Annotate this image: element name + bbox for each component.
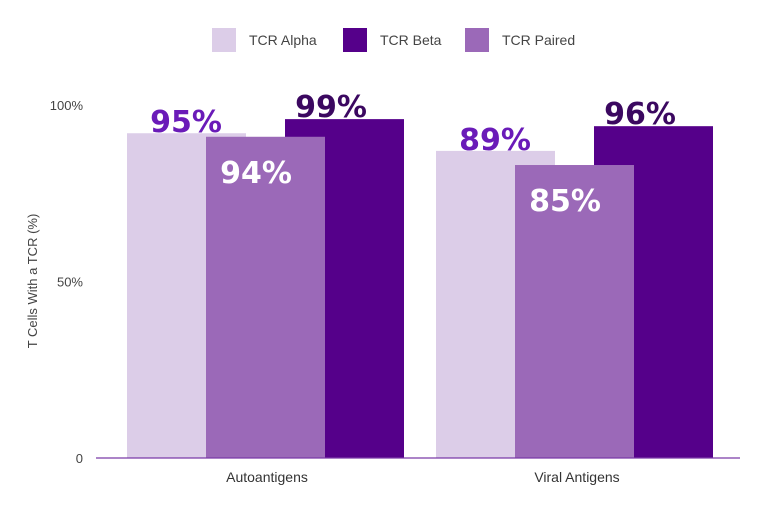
y-tick-label-0: 0	[76, 451, 83, 466]
data-label-tcr-paired-1: 85%	[529, 184, 601, 219]
y-tick-label-1: 50%	[57, 275, 83, 290]
data-label-tcr-beta-1: 96%	[604, 97, 676, 132]
bar-tcr-paired-0	[206, 136, 325, 458]
x-axis: Autoantigens Viral Antigens	[96, 457, 740, 485]
bars	[127, 119, 713, 459]
data-label-tcr-paired-0: 94%	[220, 156, 292, 191]
legend-swatch-1	[343, 28, 367, 52]
legend-label-0: TCR Alpha	[249, 32, 317, 48]
legend-swatch-0	[212, 28, 236, 52]
x-tick-label-0: Autoantigens	[226, 469, 308, 485]
legend-label-2: TCR Paired	[502, 32, 575, 48]
data-label-tcr-alpha-0: 95%	[150, 105, 222, 140]
data-labels: 95% 94%99% 89% 85% 96%	[150, 90, 676, 219]
data-label-tcr-alpha-1: 89%	[459, 123, 531, 158]
data-label-tcr-beta-0: 99%	[295, 90, 367, 125]
x-tick-label-1: Viral Antigens	[534, 469, 619, 485]
legend-label-1: TCR Beta	[380, 32, 442, 48]
y-axis-label: T Cells With a TCR (%)	[25, 214, 40, 349]
y-axis: 0 50% 100% T Cells With a TCR (%)	[25, 98, 83, 466]
legend: TCR Alpha TCR Beta TCR Paired	[212, 28, 575, 52]
legend-swatch-2	[465, 28, 489, 52]
bar-tcr-paired-1	[515, 165, 634, 458]
y-tick-label-2: 100%	[50, 98, 84, 113]
